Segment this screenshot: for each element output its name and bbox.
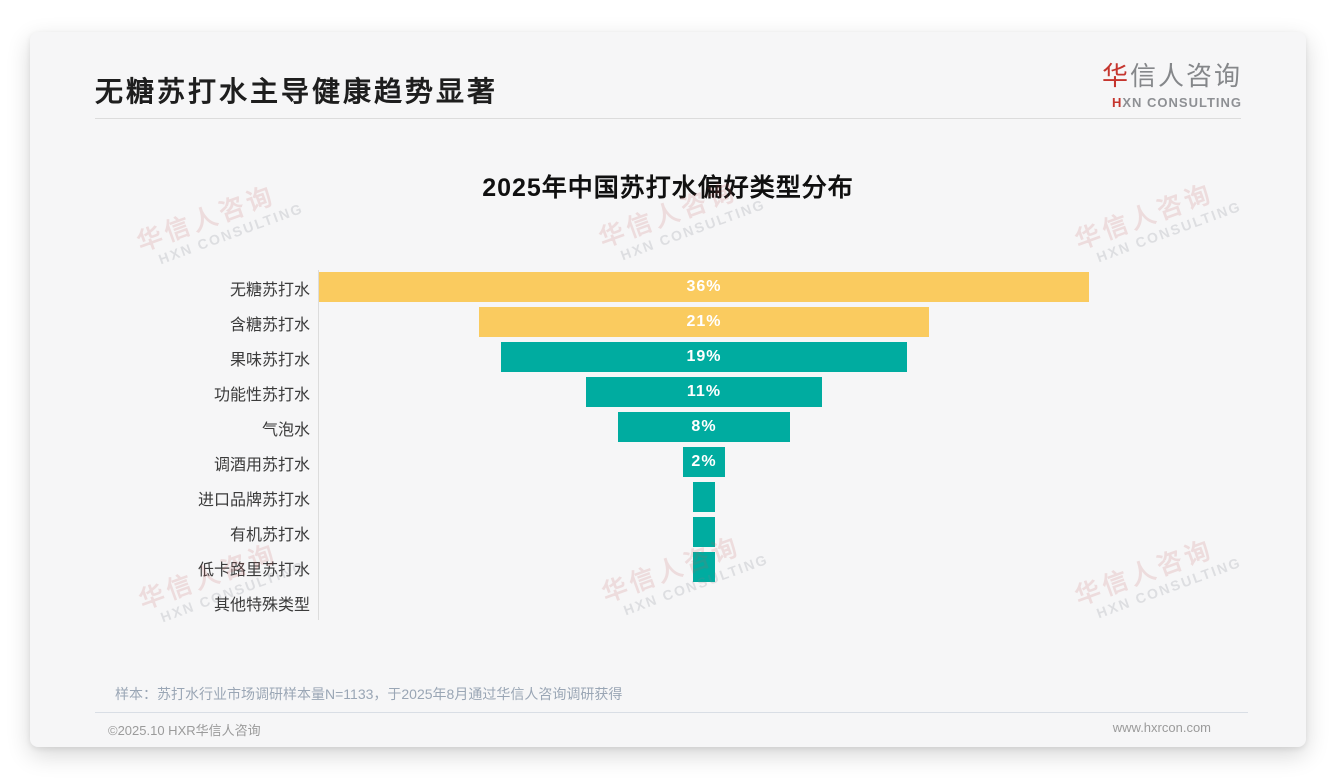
bar-value-label: 11%: [686, 383, 722, 400]
funnel-bar: 36%: [318, 272, 1090, 302]
category-label: 气泡水: [261, 421, 310, 439]
funnel-bar: 2%: [682, 447, 726, 477]
category-label: 低卡路里苏打水: [197, 561, 310, 579]
watermark-en-text: HXN CONSULTING: [156, 199, 306, 268]
funnel-bar: [693, 517, 715, 547]
company-logo: 华信人咨询 HXN CONSULTING: [1102, 56, 1242, 110]
bar-value-label: 36%: [686, 278, 722, 295]
chart-row: 调酒用苏打水 2%: [30, 445, 1306, 480]
chart-row: 功能性苏打水 11%: [30, 375, 1306, 410]
watermark-en-text: HXN CONSULTING: [1094, 197, 1244, 266]
funnel-bar: [693, 482, 715, 512]
bar-value-label: 19%: [686, 348, 722, 365]
bar-value-label: 8%: [691, 418, 717, 435]
bar-value-label: 21%: [686, 313, 722, 330]
plot-area: 11%: [318, 375, 1306, 410]
sample-note: 样本：苏打水行业市场调研样本量N=1133，于2025年8月通过华信人咨询调研获…: [115, 686, 623, 702]
website-link[interactable]: www.hxrcon.com: [1112, 720, 1211, 735]
funnel-bar: 11%: [586, 377, 822, 407]
funnel-bar: [693, 552, 715, 582]
category-label: 有机苏打水: [229, 526, 310, 544]
watermark-en-text: HXN CONSULTING: [618, 195, 768, 264]
category-label: 调酒用苏打水: [213, 456, 310, 474]
footer-divider: [95, 712, 1248, 713]
category-label: 果味苏打水: [229, 351, 310, 369]
copyright-text: ©2025.10 HXR华信人咨询: [108, 723, 261, 738]
plot-area: [318, 550, 1306, 585]
chart-row: 有机苏打水: [30, 515, 1306, 550]
category-label: 其他特殊类型: [213, 596, 310, 614]
chart-row: 含糖苏打水 21%: [30, 305, 1306, 340]
plot-area: 8%: [318, 410, 1306, 445]
plot-area: [318, 585, 1306, 620]
category-label: 含糖苏打水: [229, 316, 310, 334]
chart-row: 低卡路里苏打水: [30, 550, 1306, 585]
funnel-chart: 无糖苏打水 36% 含糖苏打水 21% 果味苏打水 19% 功能性苏打水 11% 气泡水 8% 调酒…: [30, 270, 1306, 620]
logo-cn-text: 华信人咨询: [1102, 56, 1242, 93]
plot-area: 19%: [318, 340, 1306, 375]
chart-title: 2025年中国苏打水偏好类型分布: [482, 174, 854, 202]
funnel-bar: 19%: [500, 342, 908, 372]
logo-en-accent: H: [1111, 95, 1123, 110]
chart-row: 其他特殊类型: [30, 585, 1306, 620]
category-label: 功能性苏打水: [213, 386, 310, 404]
report-card: 无糖苏打水主导健康趋势显著 华信人咨询 HXN CONSULTING 2025年…: [30, 32, 1306, 747]
chart-row: 气泡水 8%: [30, 410, 1306, 445]
logo-en-rest: XN CONSULTING: [1122, 95, 1242, 110]
bar-value-label: 2%: [691, 453, 717, 470]
funnel-bar: 21%: [479, 307, 929, 337]
plot-area: 2%: [318, 445, 1306, 480]
logo-cn-rest: 信人咨询: [1129, 61, 1242, 91]
plot-area: [318, 480, 1306, 515]
chart-row: 果味苏打水 19%: [30, 340, 1306, 375]
logo-cn-accent: 华: [1101, 61, 1130, 91]
chart-row: 无糖苏打水 36%: [30, 270, 1306, 305]
category-label: 进口品牌苏打水: [197, 491, 310, 509]
chart-row: 进口品牌苏打水: [30, 480, 1306, 515]
plot-area: 36%: [318, 270, 1306, 305]
header-divider: [95, 118, 1241, 119]
page-title: 无糖苏打水主导健康趋势显著: [95, 76, 499, 107]
logo-en-text: HXN CONSULTING: [1102, 95, 1242, 110]
funnel-bar: 8%: [618, 412, 790, 442]
plot-area: [318, 515, 1306, 550]
category-label: 无糖苏打水: [229, 281, 310, 299]
plot-area: 21%: [318, 305, 1306, 340]
